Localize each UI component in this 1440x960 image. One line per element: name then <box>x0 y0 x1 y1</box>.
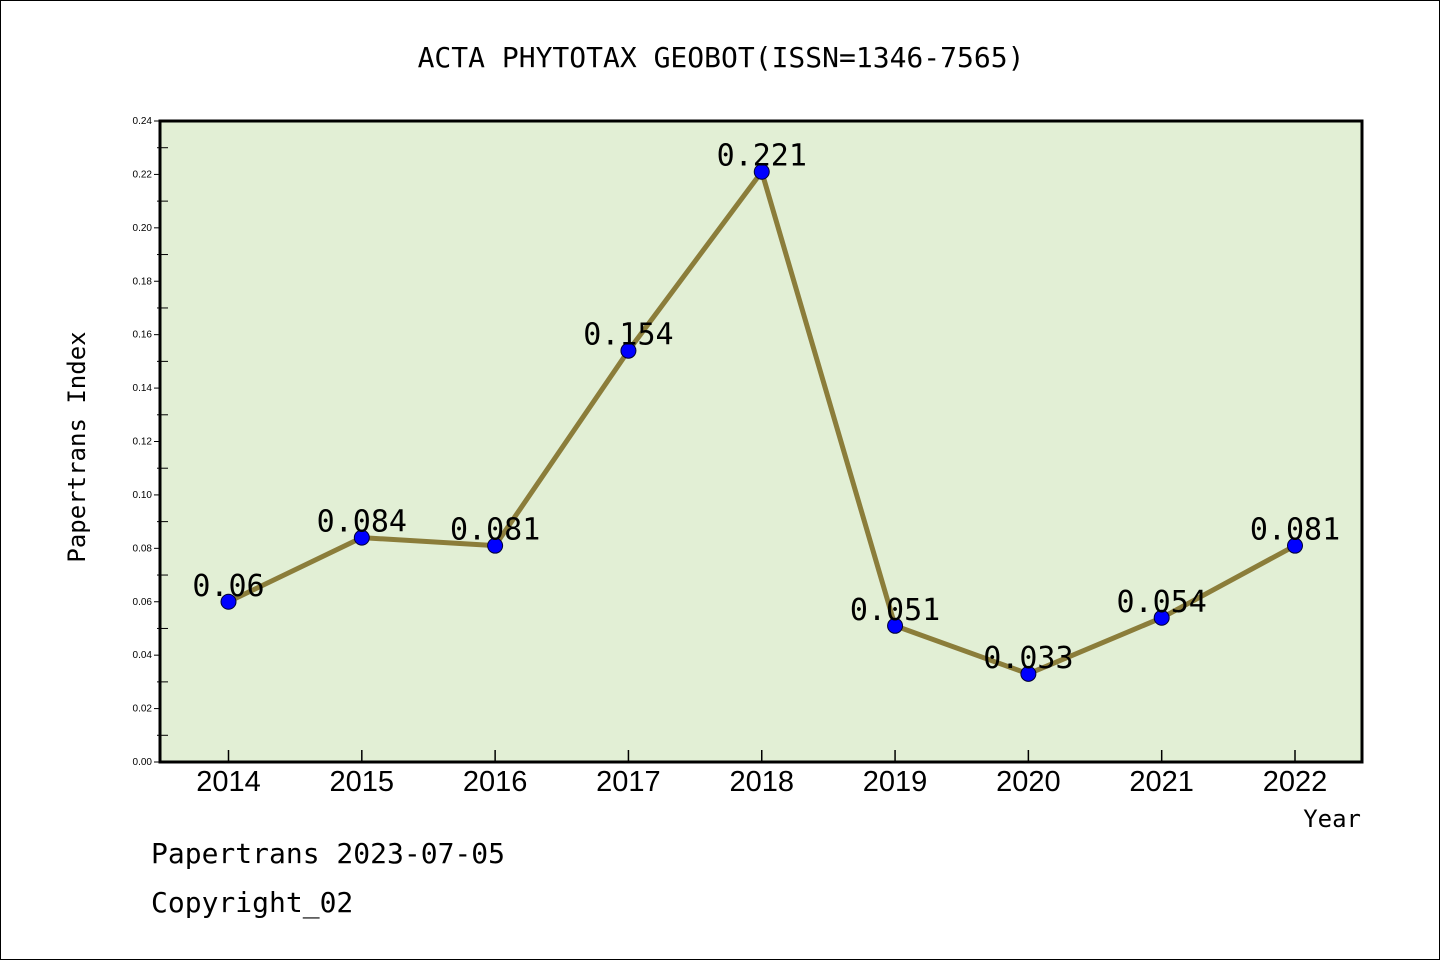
data-point <box>353 529 370 546</box>
data-point <box>1153 609 1170 626</box>
data-label: 0.154 <box>583 318 673 353</box>
y-tick-label: 0.00 <box>133 757 153 768</box>
x-tick-label: 2022 <box>1263 766 1328 798</box>
data-point <box>1287 537 1303 554</box>
y-tick-label: 0.20 <box>133 223 153 234</box>
data-point <box>220 593 237 610</box>
x-axis-ticks: 2014 2015 2016 2017 2018 2019 2020 2021 2022 <box>196 750 1327 798</box>
data-point <box>753 163 770 180</box>
x-tick-label: 2015 <box>330 766 395 798</box>
data-markers <box>220 163 1303 682</box>
data-label: 0.033 <box>983 641 1073 676</box>
footer-copyright: Copyright_02 <box>151 886 354 919</box>
y-tick-label: 0.02 <box>133 704 153 715</box>
y-tick-label: 0.08 <box>133 543 153 554</box>
y-tick-label: 0.10 <box>133 490 153 501</box>
x-tick-label: 2016 <box>463 766 528 798</box>
y-tick-label: 0.22 <box>133 169 153 180</box>
data-label: 0.081 <box>450 513 540 548</box>
x-tick-label: 2020 <box>996 766 1061 798</box>
y-tick-label: 0.24 <box>133 116 153 127</box>
data-labels: 0.06 0.084 0.081 0.154 0.221 0.051 0.033 0.054 0… <box>192 139 1340 676</box>
x-tick-label: 2014 <box>196 766 261 798</box>
chart-title: ACTA PHYTOTAX GEOBOT(ISSN=1346-7565) <box>418 41 1025 74</box>
y-tick-label: 0.06 <box>133 597 153 608</box>
data-label: 0.06 <box>192 569 264 604</box>
y-tick-label: 0.16 <box>133 330 153 341</box>
data-label: 0.054 <box>1117 585 1207 620</box>
x-tick-label: 2019 <box>863 766 928 798</box>
footer-date: Papertrans 2023-07-05 <box>151 837 506 870</box>
data-label: 0.084 <box>317 505 407 540</box>
x-tick-label: 2017 <box>596 766 661 798</box>
y-tick-label: 0.12 <box>133 437 153 448</box>
y-axis-ticks: 0.00 0.02 0.04 0.06 0.08 0.10 0.12 0.14 0.16 0.18… <box>133 116 168 768</box>
data-point <box>487 537 504 554</box>
x-tick-label: 2018 <box>729 766 794 798</box>
data-point <box>887 617 904 634</box>
data-label: 0.221 <box>717 139 807 174</box>
data-label: 0.081 <box>1250 513 1340 548</box>
data-label: 0.051 <box>850 593 940 628</box>
y-tick-label: 0.18 <box>133 276 153 287</box>
x-tick-label: 2021 <box>1129 766 1194 798</box>
y-axis-label: Papertrans Index <box>63 331 91 562</box>
x-axis-label: Year <box>1303 805 1361 833</box>
plot-area <box>158 119 1364 764</box>
y-tick-label: 0.04 <box>133 650 153 661</box>
data-point <box>620 342 637 359</box>
data-point <box>1020 665 1037 682</box>
y-tick-label: 0.14 <box>133 383 153 394</box>
